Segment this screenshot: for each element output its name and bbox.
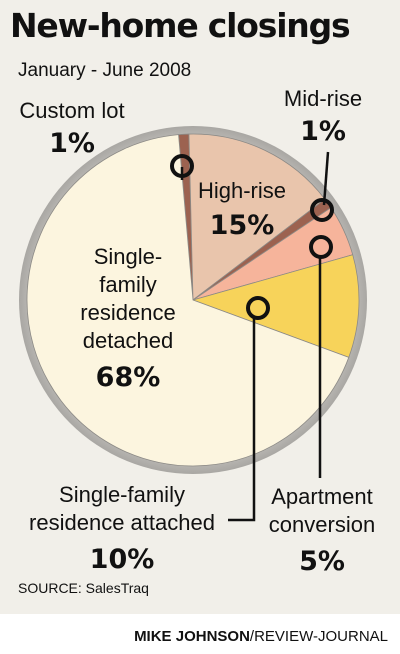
label-custom-lot-name: Custom lot bbox=[19, 98, 124, 123]
credit-outlet: /REVIEW-JOURNAL bbox=[249, 628, 388, 645]
label-sfr-detached-line1: Single- bbox=[94, 244, 162, 269]
source-note: SOURCE: SalesTraq bbox=[18, 580, 149, 596]
pie-slice-single-family-residence-detached bbox=[26, 134, 350, 467]
label-sfr-detached-line3: residence bbox=[80, 300, 175, 325]
mid-rise-leader bbox=[322, 151, 330, 206]
label-sfr-detached-value: 68% bbox=[96, 362, 161, 393]
label-apt-conversion-value: 5% bbox=[299, 546, 345, 577]
label-sfr-attached-line2: residence attached bbox=[29, 510, 215, 535]
label-high-rise-name: High-rise bbox=[198, 178, 286, 203]
pie-slice-high-rise bbox=[188, 133, 326, 301]
chart-subtitle: January - June 2008 bbox=[18, 60, 192, 81]
label-sfr-detached-line2: family bbox=[99, 272, 156, 297]
label-apt-conversion-line1: Apartment bbox=[271, 484, 373, 509]
label-high-rise-value: 15% bbox=[210, 210, 275, 241]
apartment-conversion-marker bbox=[309, 235, 333, 259]
label-sfr-attached-line1: Single-family bbox=[59, 482, 185, 507]
sfr-attached-marker bbox=[246, 296, 270, 320]
custom-lot-marker bbox=[170, 154, 194, 178]
mid-rise-marker bbox=[310, 198, 334, 222]
label-sfr-detached-line4: detached bbox=[83, 328, 174, 353]
chart-title: New-home closings bbox=[10, 6, 351, 45]
credit-author: MIKE JOHNSON bbox=[134, 628, 250, 645]
label-apt-conversion-line2: conversion bbox=[269, 512, 375, 537]
label-custom-lot-value: 1% bbox=[49, 128, 95, 159]
label-mid-rise-name: Mid-rise bbox=[284, 86, 362, 111]
label-mid-rise-value: 1% bbox=[300, 116, 346, 147]
pie-slice-single-family-residence-attached bbox=[191, 254, 360, 358]
label-sfr-attached-value: 10% bbox=[90, 544, 155, 575]
credit-line: MIKE JOHNSON/REVIEW-JOURNAL bbox=[134, 628, 388, 645]
